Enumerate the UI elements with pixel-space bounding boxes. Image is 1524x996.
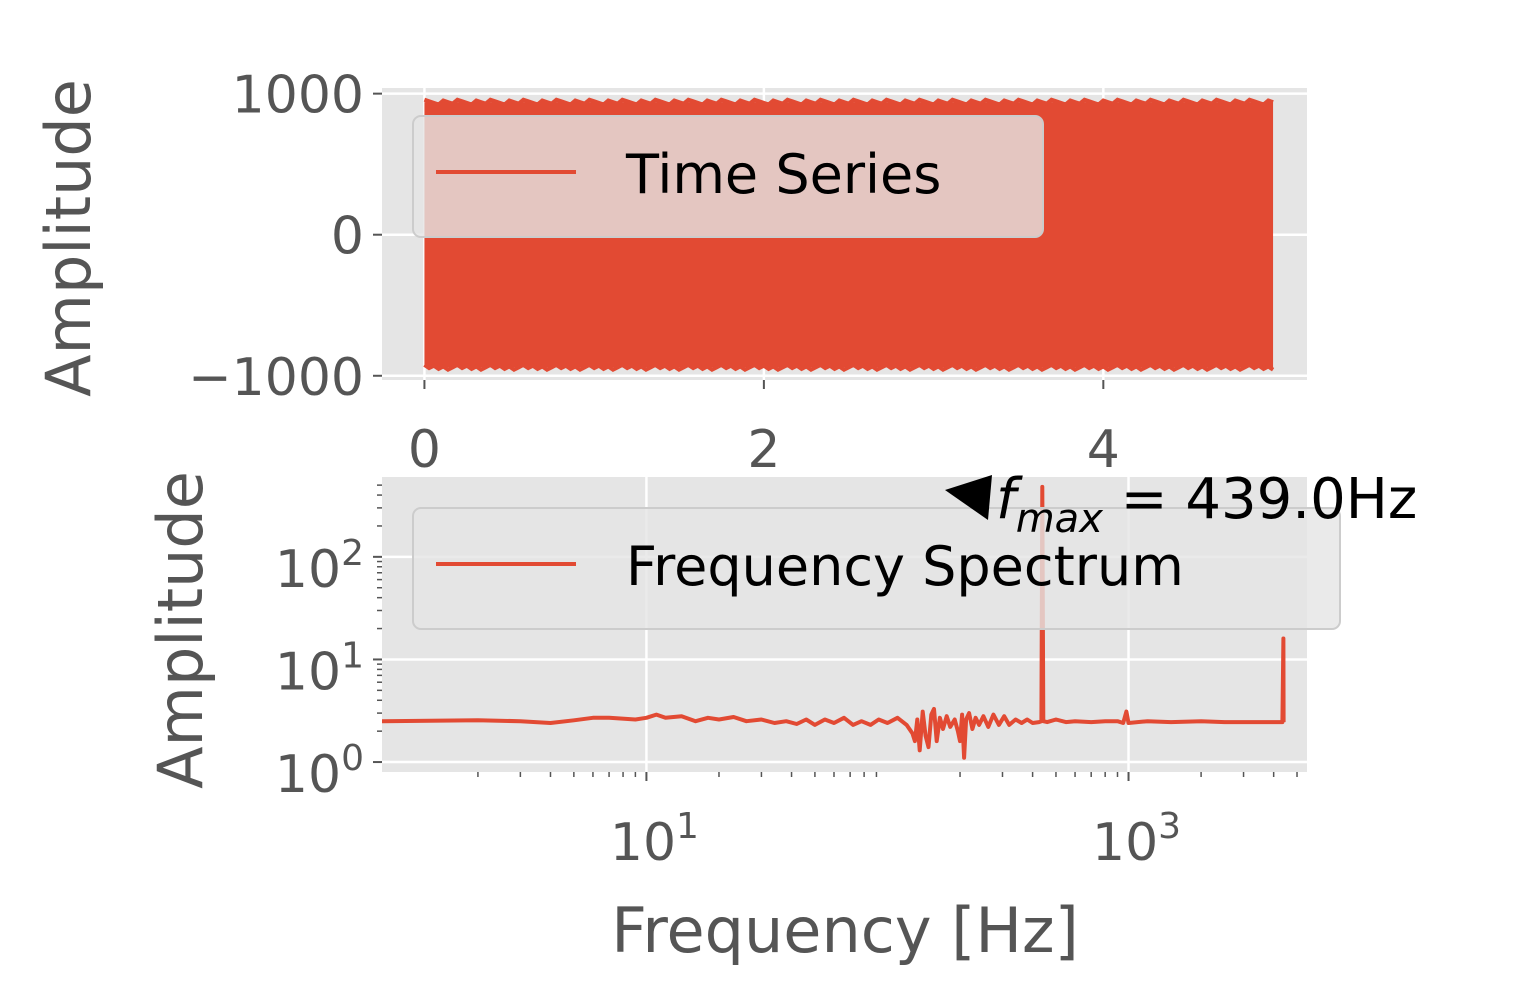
frequency-spectrum-y-tick-label: 100: [275, 738, 364, 805]
time-series-y-tick-label: 0: [331, 207, 364, 267]
time-series-y-tick-label: 1000: [232, 66, 364, 126]
time-series-legend-label: Time Series: [625, 143, 941, 206]
frequency-spectrum-panel: 101 103 102 101 100 Amplitude Frequency [Hz]…: [144, 467, 1417, 967]
time-series-x-tick-label: 4: [1087, 420, 1120, 480]
time-series-x-tick-label: 0: [408, 420, 441, 480]
frequency-spectrum-y-tick-label: 102: [275, 533, 364, 600]
time-series-x-tick-label: 2: [747, 420, 780, 480]
frequency-spectrum-x-tick-label: 103: [1092, 806, 1181, 873]
frequency-spectrum-legend-box: [412, 507, 1341, 630]
frequency-spectrum-ticks: 101 103 102 101 100: [275, 484, 1298, 873]
time-series-legend: Time Series: [412, 115, 1044, 238]
time-series-edge: [423, 97, 1275, 373]
annotation-arrow-icon: [945, 475, 992, 520]
time-series-y-tick-label: −1000: [188, 348, 364, 408]
time-series-ticks: 0 2 4 1000 0 −1000: [188, 66, 1120, 480]
annotation-subscript: max: [1016, 496, 1103, 542]
frequency-spectrum-legend: Frequency Spectrum: [412, 507, 1341, 630]
frequency-spectrum-line: [382, 484, 1286, 760]
time-series-y-axis-title: Amplitude: [32, 79, 105, 397]
frequency-spectrum-legend-label: Frequency Spectrum: [626, 535, 1184, 598]
annotation-value: = 439.0Hz: [1103, 467, 1417, 532]
frequency-spectrum-y-axis-title: Amplitude: [144, 471, 217, 789]
time-series-legend-box: [412, 115, 1044, 238]
frequency-spectrum-x-axis-title: Frequency [Hz]: [611, 894, 1079, 967]
time-series-panel: 0 2 4 1000 0 −1000 Amplitude Time Series: [32, 66, 1307, 480]
frequency-spectrum-x-tick-label: 101: [610, 806, 699, 873]
frequency-spectrum-y-tick-label: 101: [275, 635, 364, 702]
